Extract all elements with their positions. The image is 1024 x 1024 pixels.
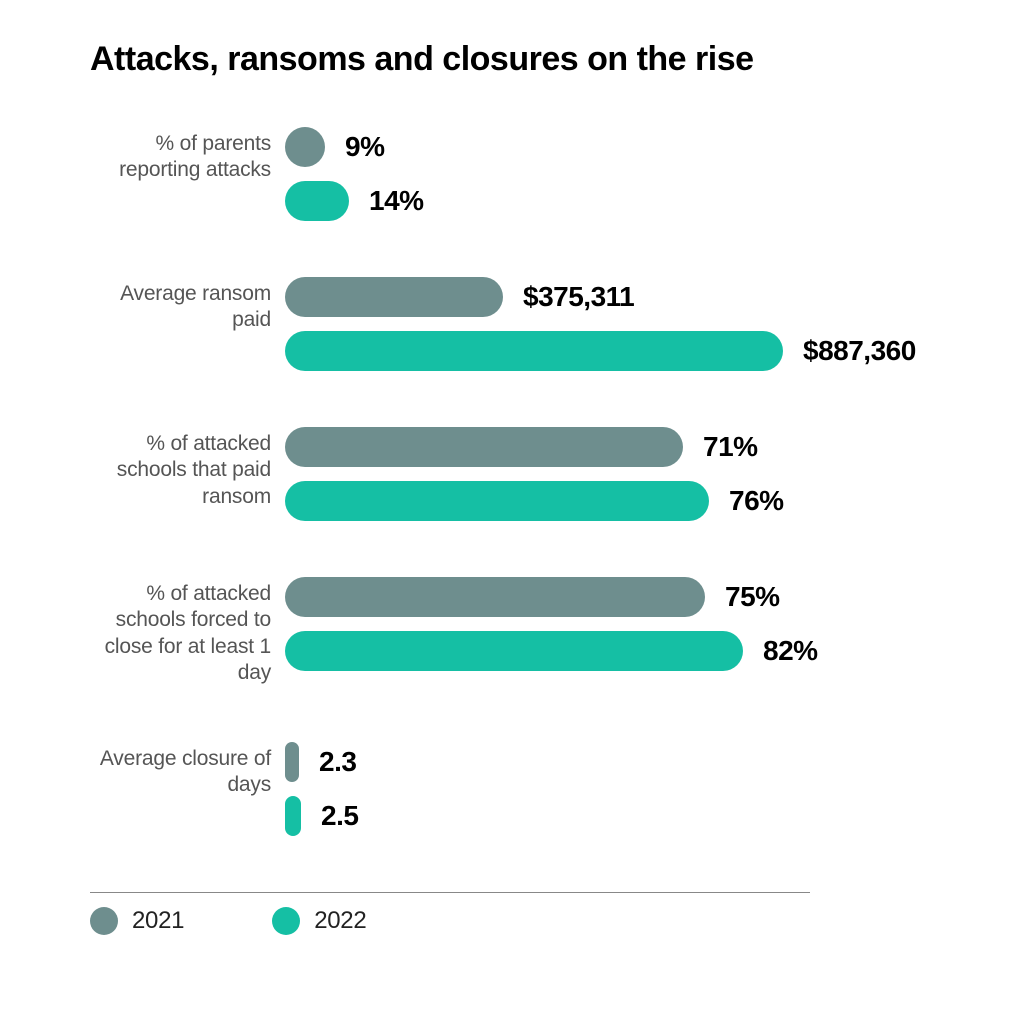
- legend-divider: [90, 892, 810, 893]
- bar-row-2021: 75%: [285, 577, 934, 617]
- value-label: 82%: [763, 635, 818, 667]
- bar-2022: [285, 331, 783, 371]
- chart-title: Attacks, ransoms and closures on the ris…: [90, 40, 934, 79]
- bar-2021: [285, 577, 705, 617]
- category-group: Average closure of days 2.3 2.5: [90, 742, 934, 836]
- category-label-col: % of parents reporting attacks: [90, 127, 285, 184]
- category-group: % of attacked schools that paid ransom 7…: [90, 427, 934, 521]
- category-group: % of parents reporting attacks 9% 14%: [90, 127, 934, 221]
- category-label: % of attacked schools that paid ransom: [90, 431, 271, 510]
- bar-2022: [285, 481, 709, 521]
- category-label-col: % of attacked schools that paid ransom: [90, 427, 285, 510]
- category-label: % of parents reporting attacks: [90, 131, 271, 184]
- bar-row-2021: 2.3: [285, 742, 934, 782]
- category-label: % of attacked schools forced to close fo…: [90, 581, 271, 686]
- bars-col: 2.3 2.5: [285, 742, 934, 836]
- value-label: 14%: [369, 185, 424, 217]
- bar-2021: [285, 742, 299, 782]
- value-label: 76%: [729, 485, 784, 517]
- bar-row-2022: 76%: [285, 481, 934, 521]
- bars-col: 9% 14%: [285, 127, 934, 221]
- bar-row-2022: $887,360: [285, 331, 934, 371]
- category-label: Average ransom paid: [90, 281, 271, 334]
- category-group: % of attacked schools forced to close fo…: [90, 577, 934, 686]
- bar-2022: [285, 181, 349, 221]
- value-label: $375,311: [523, 281, 634, 313]
- category-label-col: % of attacked schools forced to close fo…: [90, 577, 285, 686]
- bar-2022: [285, 631, 743, 671]
- category-label-col: Average ransom paid: [90, 277, 285, 334]
- bar-row-2021: 9%: [285, 127, 934, 167]
- bar-row-2022: 14%: [285, 181, 934, 221]
- bar-2021: [285, 127, 325, 167]
- bar-2021: [285, 427, 683, 467]
- bar-2021: [285, 277, 503, 317]
- legend-label: 2022: [314, 907, 366, 935]
- bar-2022: [285, 796, 301, 836]
- value-label: 2.5: [321, 800, 358, 832]
- category-label: Average closure of days: [90, 746, 271, 799]
- legend-item-2021: 2021: [90, 907, 184, 935]
- bar-row-2021: 71%: [285, 427, 934, 467]
- value-label: 2.3: [319, 746, 356, 778]
- category-label-col: Average closure of days: [90, 742, 285, 799]
- bar-row-2022: 2.5: [285, 796, 934, 836]
- bars-col: 75% 82%: [285, 577, 934, 671]
- category-group: Average ransom paid $375,311 $887,360: [90, 277, 934, 371]
- value-label: 71%: [703, 431, 758, 463]
- bars-col: $375,311 $887,360: [285, 277, 934, 371]
- legend-swatch: [272, 907, 300, 935]
- bar-chart: % of parents reporting attacks 9% 14% Av…: [90, 127, 934, 935]
- legend-swatch: [90, 907, 118, 935]
- bars-col: 71% 76%: [285, 427, 934, 521]
- legend: 2021 2022: [90, 907, 934, 935]
- legend-label: 2021: [132, 907, 184, 935]
- legend-item-2022: 2022: [272, 907, 366, 935]
- value-label: 75%: [725, 581, 780, 613]
- value-label: 9%: [345, 131, 384, 163]
- bar-row-2021: $375,311: [285, 277, 934, 317]
- value-label: $887,360: [803, 335, 916, 367]
- bar-row-2022: 82%: [285, 631, 934, 671]
